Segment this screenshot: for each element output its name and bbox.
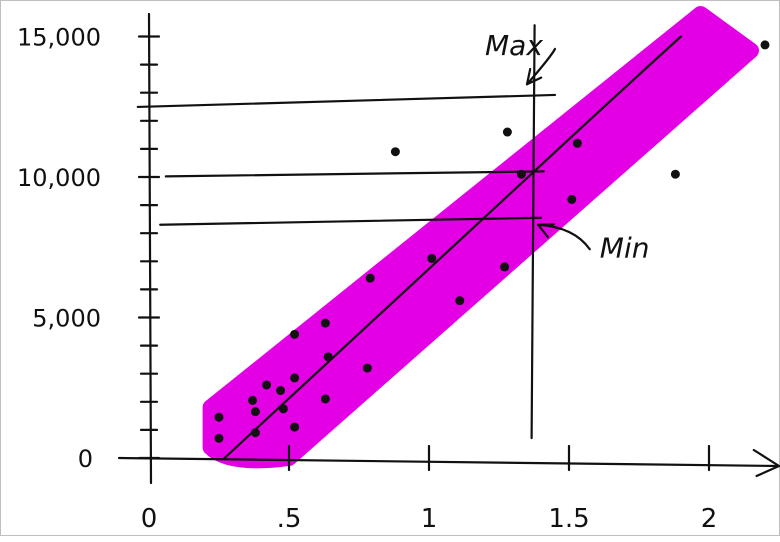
annotation-max: Max bbox=[485, 29, 543, 62]
annotation-arrowhead bbox=[537, 223, 555, 239]
data-point bbox=[320, 394, 330, 404]
data-point bbox=[276, 386, 286, 396]
data-point bbox=[323, 352, 333, 362]
min-reference-line bbox=[159, 216, 543, 226]
data-point bbox=[365, 273, 375, 283]
data-point bbox=[214, 412, 224, 422]
x-tick-label: .5 bbox=[277, 504, 302, 534]
data-point bbox=[248, 395, 258, 405]
x-tick-label: 1 bbox=[421, 504, 438, 534]
vertical-reference-line bbox=[530, 24, 536, 440]
annotation-arrow bbox=[525, 47, 557, 86]
data-point bbox=[567, 194, 577, 204]
y-axis bbox=[147, 12, 153, 485]
y-tick-label: 5,000 bbox=[32, 305, 101, 333]
x-tick-label: 2 bbox=[701, 504, 718, 534]
data-point bbox=[572, 138, 582, 148]
annotation-min: Min bbox=[600, 231, 650, 264]
x-axis-arrowhead bbox=[752, 448, 780, 478]
y-tick-label: 0 bbox=[78, 445, 93, 473]
x-axis bbox=[117, 456, 780, 468]
confidence-band bbox=[202, 6, 759, 469]
data-point bbox=[390, 147, 400, 157]
data-point bbox=[455, 296, 465, 306]
data-point bbox=[262, 380, 272, 390]
y-tick-label: 15,000 bbox=[17, 24, 101, 52]
max-reference-line bbox=[136, 93, 557, 109]
data-point bbox=[516, 169, 526, 179]
data-point bbox=[250, 428, 260, 438]
data-point bbox=[427, 253, 437, 263]
data-point bbox=[290, 373, 300, 383]
data-point bbox=[670, 169, 680, 179]
x-tick-label: 1.5 bbox=[548, 504, 589, 534]
data-point bbox=[290, 329, 300, 339]
data-point bbox=[362, 363, 372, 373]
mid-reference-line bbox=[164, 170, 545, 178]
trend-line bbox=[223, 35, 683, 460]
data-point bbox=[502, 127, 512, 137]
data-point bbox=[290, 422, 300, 432]
data-point bbox=[760, 40, 770, 50]
annotation-arrowhead bbox=[525, 67, 543, 86]
data-point bbox=[500, 262, 510, 272]
data-point bbox=[320, 318, 330, 328]
x-tick-label: 0 bbox=[141, 504, 158, 534]
data-point bbox=[278, 404, 288, 414]
y-tick-label: 10,000 bbox=[17, 164, 101, 192]
data-point bbox=[214, 433, 224, 443]
data-point bbox=[250, 407, 260, 417]
